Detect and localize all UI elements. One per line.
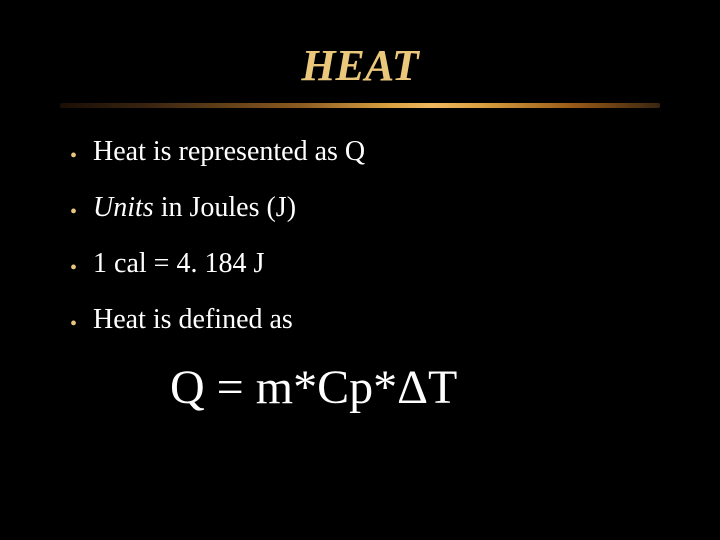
bullet-item-4: • Heat is defined as xyxy=(70,304,660,336)
bullet-item-2: • Units in Joules (J) xyxy=(70,192,660,224)
bullet-2-prefix: Units xyxy=(93,192,154,223)
bullet-2-middle: in Joules (J) xyxy=(154,192,296,223)
title-underline xyxy=(60,103,660,108)
slide-title: HEAT xyxy=(60,40,660,91)
bullet-text-4: Heat is defined as xyxy=(93,304,293,336)
equation-text: Q = m*Cp*ΔT xyxy=(60,360,660,415)
bullet-text-3: 1 cal = 4. 184 J xyxy=(93,248,264,280)
bullet-list: • Heat is represented as Q • Units in Jo… xyxy=(60,136,660,336)
bullet-1-prefix: Heat is represented as xyxy=(93,136,345,167)
bullet-marker: • xyxy=(70,136,77,166)
bullet-item-3: • 1 cal = 4. 184 J xyxy=(70,248,660,280)
bullet-text-2: Units in Joules (J) xyxy=(93,192,296,224)
bullet-text-1: Heat is represented as Q xyxy=(93,136,365,168)
bullet-marker: • xyxy=(70,248,77,278)
bullet-1-suffix: Q xyxy=(345,136,365,167)
bullet-marker: • xyxy=(70,304,77,334)
bullet-item-1: • Heat is represented as Q xyxy=(70,136,660,168)
bullet-marker: • xyxy=(70,192,77,222)
slide-container: HEAT • Heat is represented as Q • Units … xyxy=(0,0,720,540)
